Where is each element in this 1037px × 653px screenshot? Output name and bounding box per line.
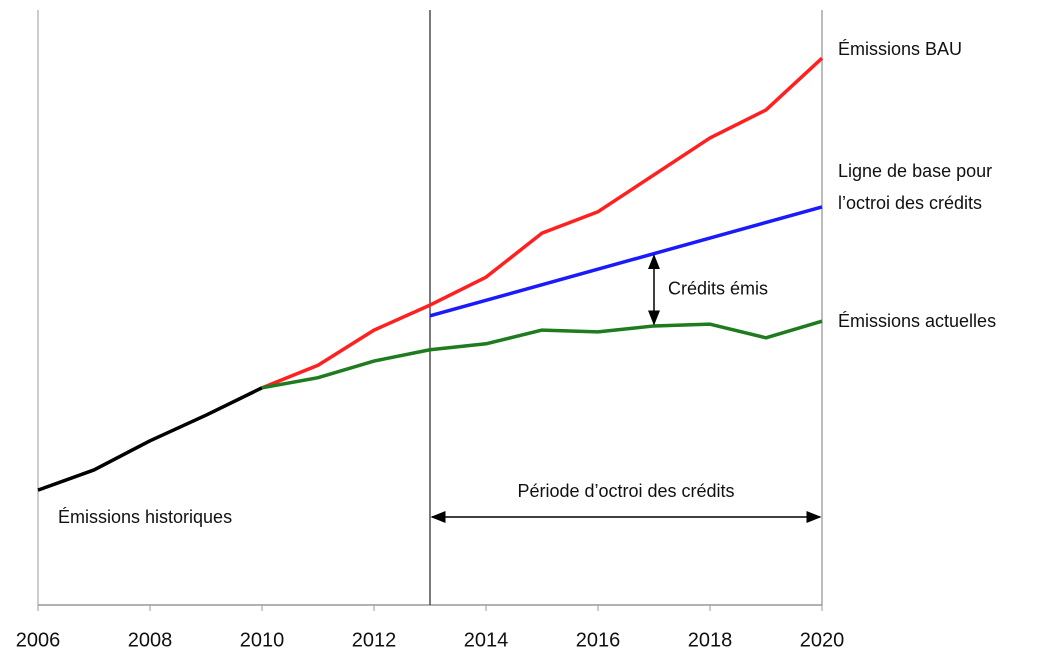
period-label: Période d’octroi des crédits bbox=[517, 481, 734, 501]
series-line bbox=[261, 319, 823, 390]
series-line bbox=[37, 386, 263, 492]
series-label: Ligne de base pour bbox=[838, 161, 992, 181]
x-tick-label: 2012 bbox=[352, 629, 397, 651]
credits-label: Crédits émis bbox=[668, 279, 768, 299]
series-label: Émissions BAU bbox=[838, 39, 962, 59]
x-tick-label: 2018 bbox=[688, 629, 733, 651]
series-label: Émissions historiques bbox=[58, 507, 232, 527]
x-tick-label: 2020 bbox=[800, 629, 845, 651]
x-tick-label: 2006 bbox=[16, 629, 61, 651]
series-line bbox=[261, 56, 824, 390]
x-tick-label: 2010 bbox=[240, 629, 285, 651]
x-tick-label: 2016 bbox=[576, 629, 621, 651]
series-label: Émissions actuelles bbox=[838, 311, 996, 331]
x-tick-label: 2008 bbox=[128, 629, 173, 651]
series-label: l’octroi des crédits bbox=[838, 193, 982, 213]
series-line bbox=[429, 205, 823, 318]
x-tick-label: 2014 bbox=[464, 629, 509, 651]
